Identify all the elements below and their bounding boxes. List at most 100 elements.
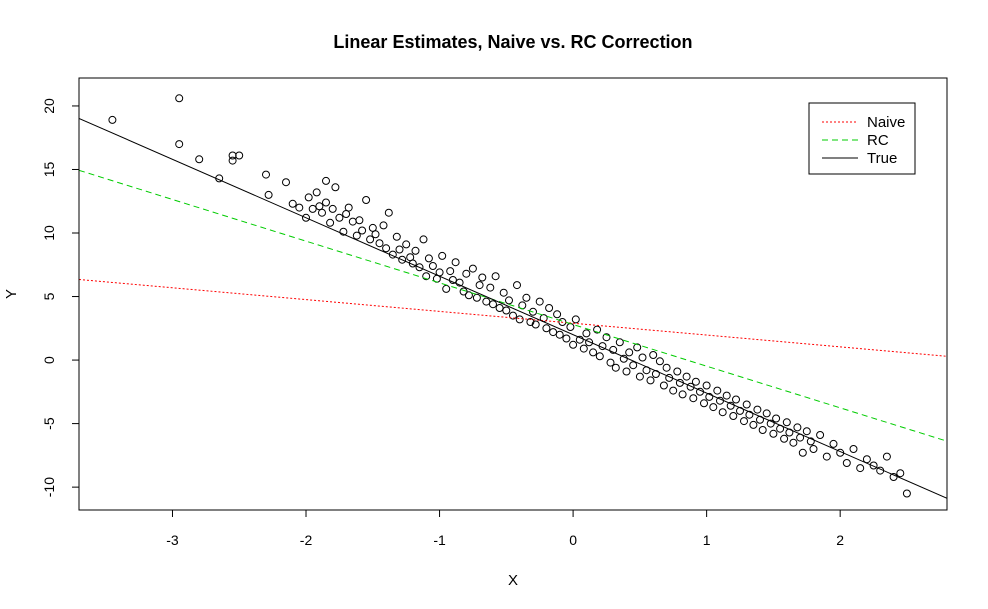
y-axis: -10 -5 0 5 10 15 20	[41, 98, 80, 497]
data-point	[295, 203, 304, 212]
data-point	[662, 363, 671, 372]
data-point	[702, 381, 711, 390]
series-line-rc	[79, 169, 947, 442]
data-point	[302, 213, 310, 222]
data-point	[769, 429, 778, 438]
data-point	[862, 455, 871, 464]
data-point	[362, 196, 371, 204]
data-point	[419, 235, 428, 244]
data-point	[745, 410, 754, 419]
data-point	[593, 325, 602, 334]
data-point	[422, 272, 431, 281]
data-point	[505, 296, 513, 305]
data-point	[486, 283, 495, 292]
data-point	[713, 386, 722, 395]
data-point	[816, 431, 825, 439]
data-point	[793, 423, 802, 432]
data-point	[638, 353, 647, 362]
x-tick-label: -1	[433, 532, 446, 548]
data-point	[446, 267, 455, 276]
data-point	[549, 328, 558, 337]
data-point	[553, 310, 562, 319]
data-point	[318, 208, 326, 217]
fit-lines	[79, 117, 947, 499]
data-point	[282, 178, 290, 187]
data-point	[571, 315, 580, 324]
data-point	[526, 318, 535, 326]
data-point	[468, 264, 477, 273]
data-point	[705, 392, 714, 401]
data-point	[635, 372, 644, 381]
data-point	[331, 183, 340, 192]
data-point	[108, 115, 117, 124]
data-point	[326, 218, 335, 227]
data-point	[482, 297, 491, 306]
data-point	[789, 438, 798, 447]
y-tick-label: 15	[41, 161, 57, 177]
chart-title: Linear Estimates, Naive vs. RC Correctio…	[333, 32, 692, 52]
data-point	[678, 390, 687, 399]
data-point	[348, 217, 357, 226]
data-point	[782, 418, 791, 427]
data-point	[700, 399, 708, 408]
data-point	[758, 426, 767, 434]
data-point	[673, 367, 682, 376]
data-point	[472, 293, 481, 302]
data-point	[896, 469, 905, 478]
data-point	[589, 348, 598, 357]
data-points	[108, 94, 911, 498]
data-point	[686, 382, 695, 391]
data-point	[451, 258, 460, 267]
data-point	[529, 307, 537, 316]
data-point	[809, 445, 818, 453]
data-point	[615, 338, 624, 347]
data-point	[655, 357, 664, 366]
data-point	[798, 448, 807, 457]
data-point	[822, 452, 831, 461]
data-point	[646, 376, 655, 385]
data-point	[322, 198, 330, 207]
data-point	[424, 254, 433, 263]
x-tick-label: 1	[703, 532, 711, 548]
data-point	[531, 320, 540, 329]
data-point	[384, 208, 393, 217]
data-point	[438, 251, 447, 260]
data-point	[366, 235, 375, 244]
data-point	[491, 272, 500, 281]
data-point	[392, 232, 401, 241]
data-point	[322, 176, 330, 185]
data-point	[611, 363, 620, 372]
data-point	[442, 284, 451, 293]
data-point	[175, 94, 184, 103]
legend-label-naive: Naive	[867, 114, 905, 131]
y-tick-label: 20	[41, 98, 57, 114]
data-point	[462, 269, 471, 278]
data-point	[849, 445, 858, 453]
data-point	[328, 204, 337, 213]
data-point	[515, 315, 524, 324]
data-point	[382, 244, 391, 253]
data-point	[339, 227, 348, 236]
data-point	[335, 213, 344, 222]
x-tick-label: -2	[300, 532, 313, 548]
data-point	[235, 151, 244, 160]
data-point	[740, 417, 748, 426]
data-point	[718, 408, 727, 417]
data-point	[606, 358, 615, 367]
y-tick-label: 10	[41, 225, 57, 241]
data-point	[659, 381, 668, 390]
data-point	[411, 246, 420, 255]
data-point	[806, 437, 815, 446]
x-axis: -3 -2 -1 0 1 2	[166, 509, 844, 548]
data-point	[869, 461, 878, 470]
data-point	[545, 304, 554, 312]
y-axis-label: Y	[3, 289, 20, 299]
data-point	[649, 351, 658, 359]
data-point	[602, 333, 611, 342]
data-point	[780, 434, 789, 443]
data-point	[682, 372, 691, 381]
legend-box	[808, 102, 916, 175]
data-point	[579, 344, 588, 353]
